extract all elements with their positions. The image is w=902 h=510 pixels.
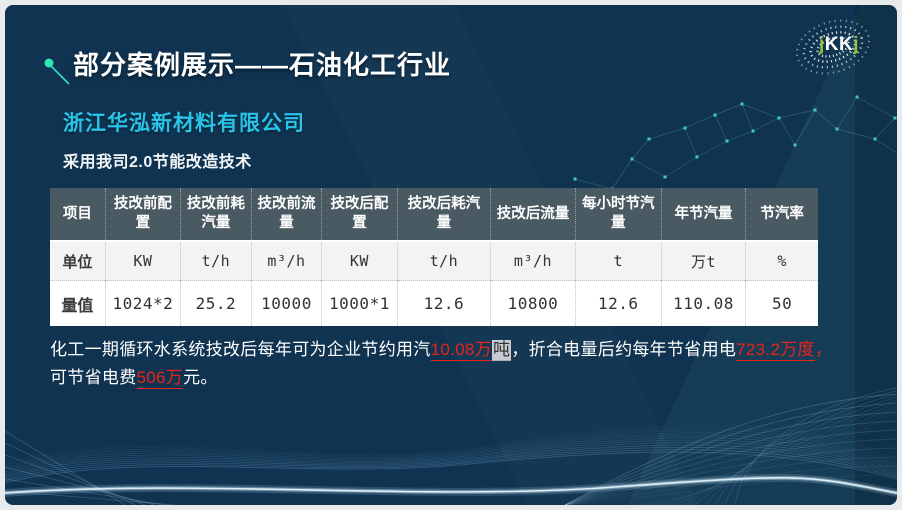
case-table: 项目 技改前配置 技改前耗汽量 技改前流量 技改后配置 技改后耗汽量 技改后流量 每小时节汽量…: [50, 188, 818, 326]
table-header-cell: 技改前配置: [105, 188, 182, 242]
technology-subtitle: 采用我司2.0节能改造技术: [63, 154, 252, 171]
summary-text: 化工一期循环水系统技改后每年可为企业节约用汽10.08万吨，折合电量后约每年节省…: [50, 336, 895, 392]
summary-segment: ，: [814, 340, 833, 359]
table-header-cell: 项目: [50, 188, 106, 242]
logo-letters: KK: [824, 34, 854, 55]
table-header-cell: 技改后流量: [490, 188, 576, 242]
table-cell: t: [575, 241, 662, 281]
wave-lines: [5, 387, 897, 505]
table-cell: t/h: [180, 241, 252, 281]
logo-letter: j: [853, 34, 860, 55]
table-cell: KW: [105, 241, 182, 281]
table-cell: 10800: [490, 280, 576, 326]
table-cell: 1024*2: [105, 280, 182, 326]
table-header-cell: 技改前流量: [251, 188, 323, 242]
table-header-cell: 年节汽量: [661, 188, 747, 242]
summary-segment: ，折合电量后约每年节省用电: [511, 340, 737, 359]
table-cell: 110.08: [661, 280, 747, 326]
table-row: 量值 1024*2 25.2 10000 1000*1 12.6 10800 12.6 110.…: [50, 280, 818, 326]
constellation-decoration: [573, 95, 897, 191]
table-row-label: 量值: [50, 280, 106, 326]
wave-decoration: [5, 387, 897, 505]
table-cell: 12.6: [575, 280, 662, 326]
table-cell: 12.6: [397, 280, 492, 326]
company-logo: jKKj: [789, 11, 889, 89]
table-body: 单位 KW t/h m³/h KW t/h m³/h t 万t% 量值 1024*2 25.2 1000…: [50, 241, 818, 326]
table-header-cell: 节汽率: [745, 188, 818, 242]
table-header-cell: 每小时节汽量: [575, 188, 662, 242]
table-cell: 25.2: [180, 280, 252, 326]
summary-segment: 化工一期循环水系统技改后每年可为企业节约用汽: [50, 340, 431, 359]
table-cell: m³/h: [251, 241, 323, 281]
table-cell: t/h: [397, 241, 492, 281]
summary-segment: 10.08万: [430, 340, 492, 361]
summary-segment: 506万: [136, 368, 184, 389]
table-header-cell: 技改后配置: [321, 188, 398, 242]
title-bullet-line-decoration: [44, 58, 496, 85]
summary-segment: 可节省电费: [50, 368, 137, 387]
table-cell: 10000: [251, 280, 323, 326]
table-cell: 1000*1: [321, 280, 398, 326]
slide: 部分案例展示——石油化工行业 浙江华泓新材料有限公司 采用我司2.0节能改造技术…: [5, 5, 897, 505]
logo-text: jKKj: [819, 34, 859, 56]
table-cell: %: [745, 241, 818, 281]
table-row: 单位 KW t/h m³/h KW t/h m³/h t 万t%: [50, 241, 818, 281]
summary-segment: 723.2万度: [736, 340, 815, 361]
table-cell: KW: [321, 241, 398, 281]
title-slant-line: [50, 65, 70, 85]
page-title: 部分案例展示——石油化工行业: [73, 50, 452, 80]
logo-swirl-icon: [795, 19, 871, 75]
table-cell: 50: [745, 280, 818, 326]
summary-segment: 元。: [183, 368, 218, 387]
title-dot-icon: [44, 58, 54, 68]
summary-segment: 吨: [491, 340, 512, 361]
table-header-cell: 技改后耗汽量: [397, 188, 492, 242]
table-cell: m³/h: [490, 241, 576, 281]
table-cell: 万t: [661, 241, 747, 281]
constellation-network: [573, 95, 897, 191]
logo-letter: j: [819, 34, 825, 55]
table-row-label: 单位: [50, 241, 106, 281]
table-header-row: 项目 技改前配置 技改前耗汽量 技改前流量 技改后配置 技改后耗汽量 技改后流量 每小时节汽量…: [50, 188, 818, 242]
company-name: 浙江华泓新材料有限公司: [63, 112, 305, 135]
table-header-cell: 技改前耗汽量: [180, 188, 252, 242]
